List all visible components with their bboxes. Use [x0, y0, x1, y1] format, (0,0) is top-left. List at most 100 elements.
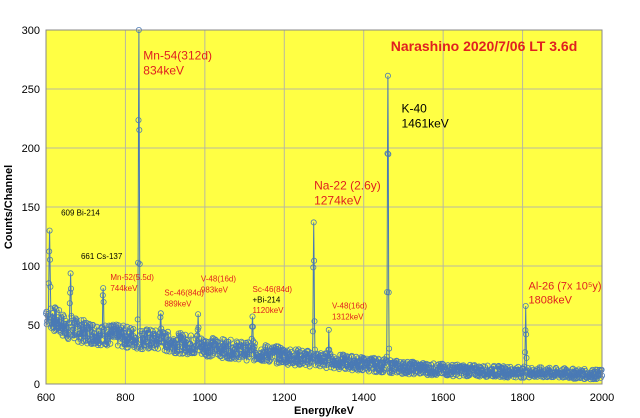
data-point — [321, 357, 328, 364]
plot-border — [45, 29, 603, 385]
data-point — [47, 283, 54, 290]
peak-label: 661 Cs-137 — [81, 252, 123, 261]
data-point — [179, 331, 186, 338]
y-tick-label: 250 — [22, 84, 40, 96]
data-point — [101, 326, 108, 333]
data-point — [47, 256, 54, 263]
data-point — [158, 325, 165, 332]
data-point — [386, 345, 393, 352]
data-point — [134, 316, 141, 323]
data-point — [348, 352, 355, 359]
data-point — [288, 348, 295, 355]
peak-label: K-40 — [401, 102, 427, 116]
data-point — [212, 337, 219, 344]
data-point — [182, 331, 189, 338]
data-point — [45, 311, 52, 318]
data-point — [157, 310, 164, 317]
data-point — [67, 289, 74, 296]
data-point — [523, 331, 530, 338]
data-point — [238, 340, 245, 347]
data-point — [230, 353, 237, 360]
spectrum-series — [43, 26, 606, 383]
data-point — [227, 336, 234, 343]
data-point — [124, 323, 131, 330]
data-point — [251, 340, 258, 347]
peak-label: V-48(16d) — [201, 274, 236, 283]
data-point — [195, 311, 202, 318]
data-point — [130, 325, 137, 332]
data-point — [46, 227, 53, 234]
y-tick-label: 100 — [22, 261, 40, 273]
data-point — [521, 368, 528, 375]
peak-label: Na-22 (2.6y) — [314, 178, 381, 192]
y-axis-title: Counts/Channel — [3, 165, 15, 249]
data-point — [195, 324, 202, 331]
data-point — [384, 72, 391, 79]
data-point — [323, 364, 330, 371]
data-point — [295, 346, 302, 353]
data-point — [296, 361, 303, 368]
x-axis-title: Energy/keV — [294, 405, 355, 417]
data-point — [282, 349, 289, 356]
data-point — [382, 359, 389, 366]
data-point — [163, 348, 170, 355]
data-point — [399, 363, 406, 370]
data-point — [247, 347, 254, 354]
data-point — [154, 345, 161, 352]
data-point — [99, 292, 106, 299]
data-point — [235, 354, 242, 361]
data-point — [517, 373, 524, 380]
data-point — [128, 327, 135, 334]
x-tick-label: 1400 — [351, 392, 375, 404]
data-point — [302, 361, 309, 368]
data-point — [501, 364, 508, 371]
data-point — [181, 344, 188, 351]
data-point — [385, 151, 392, 158]
peak-label: 834keV — [143, 64, 184, 78]
data-point — [325, 326, 332, 333]
data-point — [56, 307, 63, 314]
peak-label: 1120keV — [253, 306, 285, 315]
data-point — [135, 259, 142, 266]
data-point — [218, 350, 225, 357]
data-point — [264, 356, 271, 363]
data-point — [405, 368, 412, 375]
data-point — [191, 350, 198, 357]
data-point — [87, 321, 94, 328]
data-point — [231, 355, 238, 362]
data-point — [383, 353, 390, 360]
peak-label: 1274keV — [314, 193, 361, 207]
peak-label: 983keV — [201, 285, 229, 294]
peak-label: 744keV — [110, 284, 138, 293]
data-point — [136, 127, 143, 134]
data-point — [310, 264, 317, 271]
data-point — [194, 332, 201, 339]
data-point — [546, 364, 553, 371]
data-point — [49, 310, 56, 317]
data-point — [246, 351, 253, 358]
data-point — [383, 357, 390, 364]
data-point — [523, 354, 530, 361]
chart-title: Narashino 2020/7/06 LT 3.6d — [391, 38, 578, 54]
peak-label: Sc-46(84d) — [164, 289, 204, 298]
y-tick-label: 150 — [22, 202, 40, 214]
peak-label: 1808keV — [529, 295, 573, 307]
data-point — [218, 344, 225, 351]
data-point — [136, 260, 143, 267]
peak-label: V-48(16d) — [332, 301, 367, 310]
data-point — [107, 340, 114, 347]
data-point — [164, 328, 171, 335]
data-point — [247, 342, 254, 349]
data-point — [54, 314, 61, 321]
x-tick-label: 1800 — [510, 392, 534, 404]
data-point — [126, 328, 133, 335]
data-point — [97, 332, 104, 339]
data-point — [118, 324, 125, 331]
data-point — [53, 305, 60, 312]
data-point — [405, 371, 412, 378]
data-point — [374, 360, 381, 367]
x-tick-label: 1200 — [272, 392, 296, 404]
data-point — [385, 289, 392, 296]
